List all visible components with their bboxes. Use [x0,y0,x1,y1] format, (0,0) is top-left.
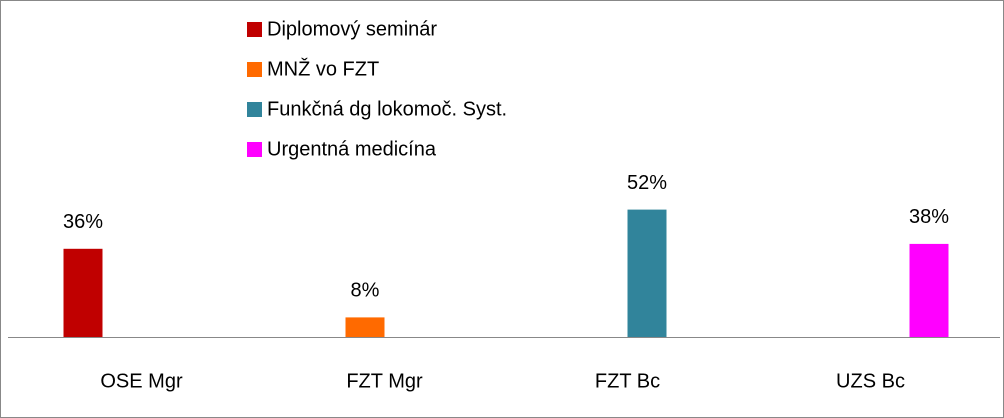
legend-swatch [247,62,262,77]
bar [909,243,949,337]
bar [345,317,385,337]
x-tick-label: UZS Bc [836,370,905,392]
data-label: 36% [63,211,103,233]
x-tick-label: FZT Mgr [346,370,423,392]
legend-label: Diplomový seminár [267,18,437,40]
x-tick-label: FZT Bc [595,370,660,392]
data-label: 8% [351,280,380,302]
legend-swatch [247,22,262,37]
legend-swatch [247,142,262,157]
legend-label: MNŽ vo FZT [267,57,379,80]
legend-swatch [247,102,262,117]
legend-label: Urgentná medicína [267,138,437,160]
legend-label: Funkčná dg lokomoč. Syst. [267,98,507,120]
bar [63,248,103,337]
data-label: 38% [909,206,949,228]
x-tick-label: OSE Mgr [100,370,183,392]
bar [627,209,667,337]
data-label: 52% [627,172,667,194]
